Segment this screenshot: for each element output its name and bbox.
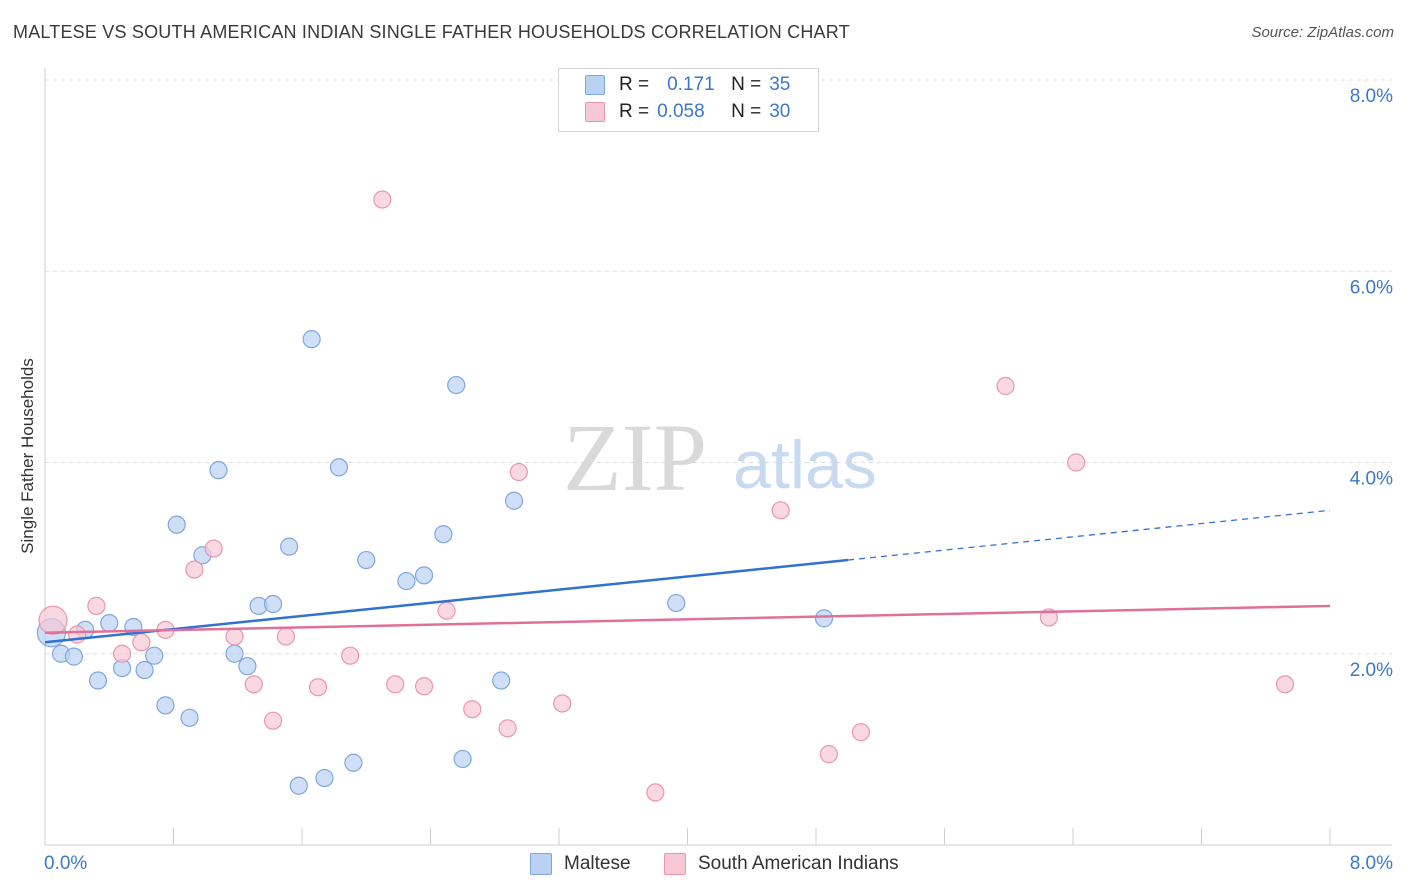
south-american-indians-point [38, 605, 68, 635]
maltese-point [504, 491, 524, 510]
maltese-point [453, 749, 472, 769]
tick-labels: 2.0% 4.0% 6.0% 8.0% 0.0% 8.0% [44, 86, 1393, 874]
south-american-indians-point [498, 719, 517, 738]
south-american-indians-point [437, 601, 456, 620]
maltese-swatch [585, 75, 605, 95]
maltese-point [492, 671, 511, 690]
south-american-indians-legend-label: South American Indians [698, 853, 899, 874]
grid-lines [45, 79, 1392, 655]
south-american-indians-swatch [585, 102, 605, 122]
maltese-point [135, 660, 154, 680]
maltese-point [329, 458, 349, 477]
r-label: R = [619, 101, 650, 122]
watermark-zip: ZIP [563, 404, 707, 511]
y-tick-label: 4.0% [1350, 469, 1393, 490]
south-american-indians-point [851, 723, 871, 742]
maltese-point [156, 696, 175, 715]
maltese-point [100, 614, 119, 633]
watermark-atlas: atlas [733, 427, 877, 503]
chart-title: MALTESE VS SOUTH AMERICAN INDIAN SINGLE … [13, 22, 850, 42]
maltese-point [180, 708, 199, 727]
south-american-indians-point [225, 627, 244, 646]
maltese-point [238, 657, 257, 676]
maltese-point [814, 609, 834, 628]
maltese-point [64, 647, 84, 666]
south-american-indians-point [771, 501, 790, 520]
y-tick-label: 8.0% [1350, 86, 1393, 107]
south-american-indians-point [386, 675, 405, 694]
south-american-indians-point [646, 783, 665, 802]
south-american-indians-point [341, 646, 360, 665]
maltese-point [344, 753, 363, 772]
maltese-point [225, 644, 244, 663]
trend-lines [44, 509, 1331, 644]
legend-row-maltese: R = 0.171 N = 35 [585, 73, 790, 97]
x-tick-label: 8.0% [1350, 853, 1393, 874]
maltese-legend-swatch [530, 853, 552, 875]
x-tick-label: 0.0% [44, 853, 87, 874]
south-american-indians-point [132, 633, 151, 652]
legend-row-south-american-indians: R = 0.058 N = 30 [585, 100, 790, 124]
maltese-point [145, 646, 164, 665]
south-american-indians-point [112, 644, 132, 663]
bottom-legend-maltese[interactable]: Maltese [530, 852, 631, 876]
y-tick-label: 6.0% [1350, 277, 1393, 298]
maltese-point [397, 571, 416, 591]
south-american-indians-trend-line [44, 604, 1331, 634]
south-american-indians-point [373, 190, 392, 209]
maltese-point [263, 594, 283, 614]
south-american-indians-point [87, 596, 106, 616]
maltese-point [209, 461, 228, 480]
south-american-indians-point [276, 627, 296, 646]
maltese-point [280, 537, 299, 556]
maltese-point [414, 566, 434, 585]
south-american-indians-point [263, 711, 283, 730]
watermark: ZIP atlas [563, 404, 877, 511]
bottom-legend-south-american-indians[interactable]: South American Indians [664, 852, 899, 876]
source-credit: Source: ZipAtlas.com [1251, 24, 1394, 41]
south-american-indians-r-value: 0.058 [657, 101, 705, 122]
maltese-point [167, 515, 186, 534]
south-american-indians-point [244, 675, 263, 694]
south-american-indians-point [509, 462, 528, 482]
south-american-indians-point [414, 677, 434, 696]
south-american-indians-point [996, 376, 1015, 396]
r-label: R = [619, 74, 650, 95]
maltese-point [357, 550, 376, 570]
maltese-r-value: 0.171 [667, 74, 715, 95]
south-american-indians-point [1039, 608, 1059, 627]
south-american-indians-point [185, 560, 204, 579]
maltese-trend-line [44, 558, 849, 644]
correlation-legend: R = 0.171 N = 35 R = 0.058 N = 30 [558, 68, 819, 132]
y-tick-label: 2.0% [1350, 660, 1393, 681]
maltese-point [289, 776, 308, 795]
maltese-n-value: 35 [769, 74, 791, 95]
south-american-indians-point [308, 678, 328, 697]
axes [44, 68, 1392, 846]
maltese-trend-extension [848, 509, 1331, 561]
south-american-indians-point [1275, 675, 1295, 694]
south-american-indians-legend-swatch [664, 853, 686, 875]
south-american-indians-point [819, 745, 838, 764]
maltese-point [88, 671, 108, 690]
n-label: N = [731, 74, 762, 95]
n-label: N = [731, 101, 762, 122]
south-american-indians-n-value: 30 [769, 101, 791, 122]
maltese-point [315, 768, 334, 788]
south-american-indians-point [463, 700, 482, 719]
south-american-indians-point [204, 539, 223, 558]
south-american-indians-point [1067, 453, 1086, 472]
maltese-point [667, 593, 686, 613]
maltese-point [302, 330, 321, 349]
maltese-legend-label: Maltese [564, 853, 631, 874]
maltese-point [447, 375, 466, 395]
maltese-point [434, 525, 453, 544]
south-american-indians-point [553, 694, 572, 713]
